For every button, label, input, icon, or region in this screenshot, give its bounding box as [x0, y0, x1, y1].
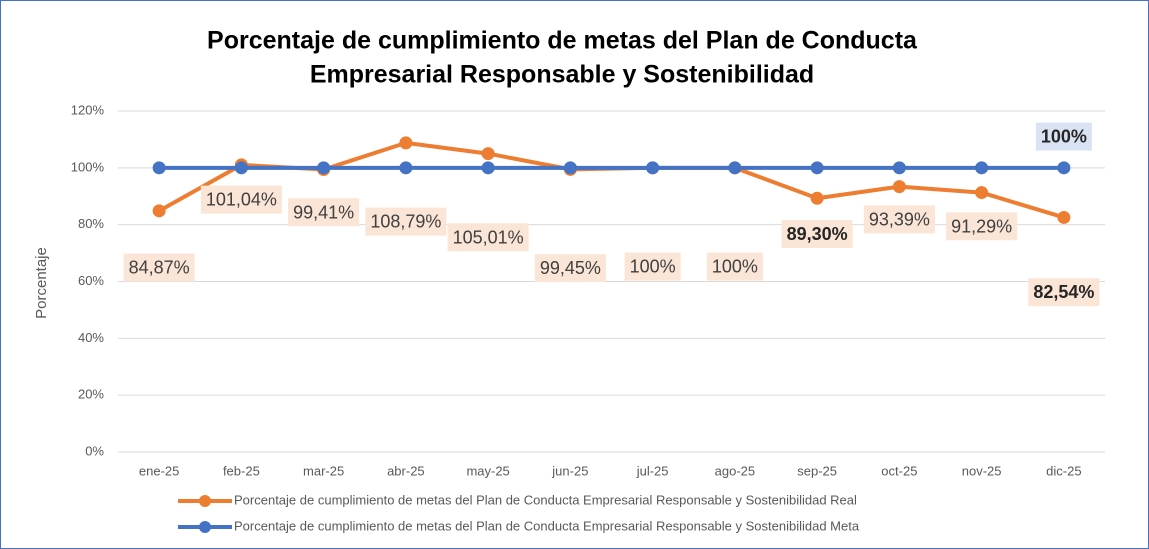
data-label: 82,54% [1033, 282, 1094, 302]
data-label-group: 91,29% [946, 212, 1018, 241]
data-label-bg [781, 219, 853, 248]
data-label: 100% [1041, 127, 1087, 147]
series-marker [892, 161, 906, 175]
data-label-bg [534, 254, 606, 283]
legend-marker [199, 521, 211, 533]
series-marker [399, 136, 413, 150]
series-marker [646, 161, 660, 175]
data-label: 101,04% [206, 190, 277, 210]
chart-title: Porcentaje de cumplimiento de metas del … [207, 27, 918, 55]
y-axis-label: Porcentaje [33, 247, 50, 319]
x-tick-label: ago-25 [715, 463, 755, 478]
series-marker [1057, 161, 1071, 175]
data-label-bg [200, 185, 282, 214]
x-tick-label: dic-25 [1046, 463, 1081, 478]
data-label-group: 105,01% [447, 223, 529, 252]
series-marker [234, 161, 248, 175]
series-marker [317, 161, 331, 175]
x-tick-label: may-25 [466, 463, 509, 478]
data-label: 105,01% [453, 227, 524, 247]
x-tick-label: feb-25 [223, 463, 260, 478]
series-marker [975, 186, 989, 200]
data-label-group: 100% [1035, 122, 1092, 151]
y-tick-label: 0% [85, 443, 104, 458]
data-label-group: 89,30% [781, 219, 853, 248]
data-label-bg [123, 253, 195, 282]
x-tick-label: nov-25 [962, 463, 1002, 478]
data-label-group: 99,45% [534, 254, 606, 283]
y-tick-label: 120% [71, 102, 105, 117]
data-label: 99,41% [293, 202, 354, 222]
data-label: 91,29% [951, 216, 1012, 236]
data-label-bg [624, 252, 681, 281]
series-marker [399, 161, 413, 175]
x-tick-label: jun-25 [551, 463, 588, 478]
x-tick-label: sep-25 [797, 463, 837, 478]
y-tick-label: 40% [78, 330, 104, 345]
y-tick-label: 20% [78, 387, 104, 402]
data-label-group: 108,79% [365, 207, 447, 236]
data-label-group: 101,04% [200, 185, 282, 214]
series-marker [481, 161, 495, 175]
chart-title: Empresarial Responsable y Sostenibilidad [310, 61, 814, 89]
series-marker [975, 161, 989, 175]
data-label-group: 99,41% [288, 198, 360, 227]
data-label-bg [706, 252, 763, 281]
data-label: 89,30% [787, 224, 848, 244]
y-tick-label: 60% [78, 273, 104, 288]
series-marker [892, 180, 906, 194]
y-tick-label: 100% [71, 159, 105, 174]
x-tick-label: jul-25 [636, 463, 669, 478]
data-label-group: 100% [624, 252, 681, 281]
series-marker [810, 161, 824, 175]
data-label-bg [288, 198, 360, 227]
series-marker [1057, 210, 1071, 224]
legend-label: Porcentaje de cumplimiento de metas del … [234, 492, 857, 507]
legend-label: Porcentaje de cumplimiento de metas del … [234, 518, 860, 533]
series-marker [810, 191, 824, 205]
data-label: 84,87% [129, 258, 190, 278]
series-marker [481, 147, 495, 161]
series-marker [728, 161, 742, 175]
data-label-bg [863, 205, 935, 234]
y-tick-label: 80% [78, 216, 104, 231]
x-tick-label: abr-25 [387, 463, 425, 478]
x-tick-label: ene-25 [139, 463, 179, 478]
data-label-bg [1035, 122, 1092, 151]
data-label-group: 100% [706, 252, 763, 281]
data-label-bg [1028, 278, 1100, 307]
data-label-bg [447, 223, 529, 252]
data-label-group: 82,54% [1028, 278, 1100, 307]
data-label-group: 93,39% [863, 205, 935, 234]
x-tick-label: mar-25 [303, 463, 344, 478]
data-label: 93,39% [869, 209, 930, 229]
data-label: 108,79% [370, 212, 441, 232]
data-label-bg [365, 207, 447, 236]
data-label: 100% [630, 257, 676, 277]
data-label: 100% [712, 257, 758, 277]
x-tick-label: oct-25 [881, 463, 917, 478]
series-marker [152, 204, 166, 218]
data-label: 99,45% [540, 258, 601, 278]
data-label-group: 84,87% [123, 253, 195, 282]
data-label-bg [946, 212, 1018, 241]
legend-marker [199, 495, 211, 507]
series-marker [563, 161, 577, 175]
series-marker [152, 161, 166, 175]
